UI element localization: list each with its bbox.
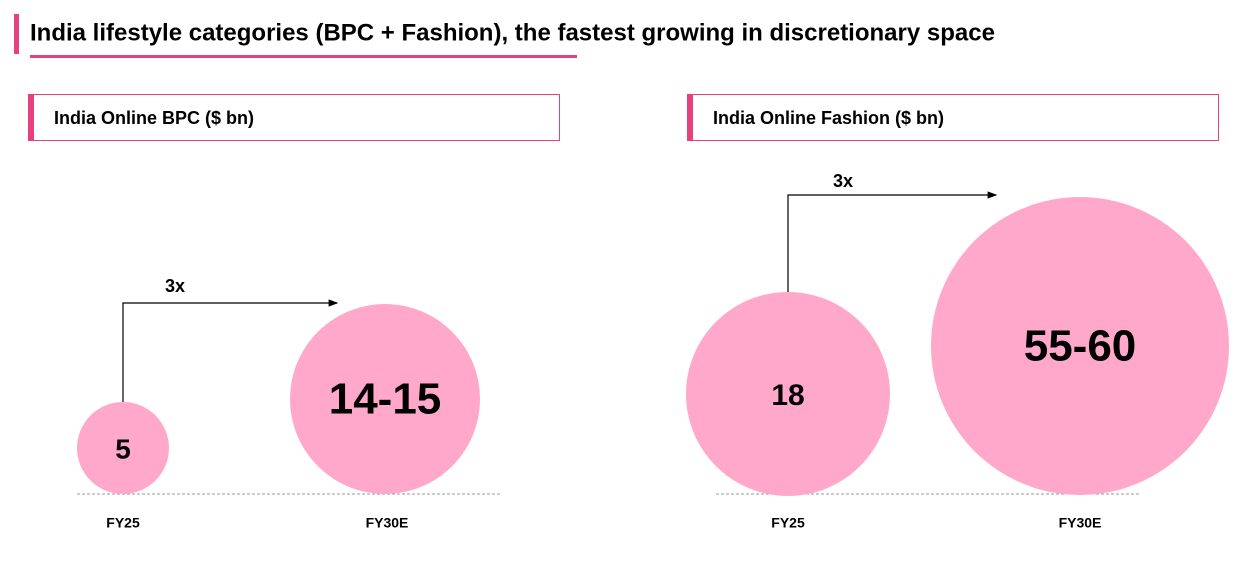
title-underline [30, 55, 577, 58]
bubble [931, 197, 1229, 495]
growth-label: 3x [833, 171, 853, 191]
x-label: FY25 [771, 515, 805, 531]
growth-label: 3x [165, 276, 185, 296]
panel-header [28, 94, 560, 141]
title-accent [14, 14, 19, 54]
bubble-value: 18 [771, 379, 804, 412]
bubble-value: 55-60 [1024, 322, 1137, 371]
bubble [77, 402, 169, 494]
slide-title: India lifestyle categories (BPC + Fashio… [30, 19, 995, 46]
growth-arrow [122, 299, 339, 402]
bubble-value: 14-15 [329, 375, 442, 424]
x-label: FY25 [106, 515, 140, 531]
bubble-value: 5 [115, 433, 131, 464]
panel-accent [687, 94, 693, 141]
panel-title: India Online BPC ($ bn) [54, 108, 254, 128]
bubble [290, 304, 480, 494]
panel-accent [28, 94, 34, 141]
panel-header [687, 94, 1219, 141]
x-label: FY30E [366, 515, 409, 531]
growth-arrow [787, 191, 998, 292]
panel-title: India Online Fashion ($ bn) [713, 108, 944, 128]
x-label: FY30E [1059, 515, 1102, 531]
bubble [686, 292, 890, 496]
